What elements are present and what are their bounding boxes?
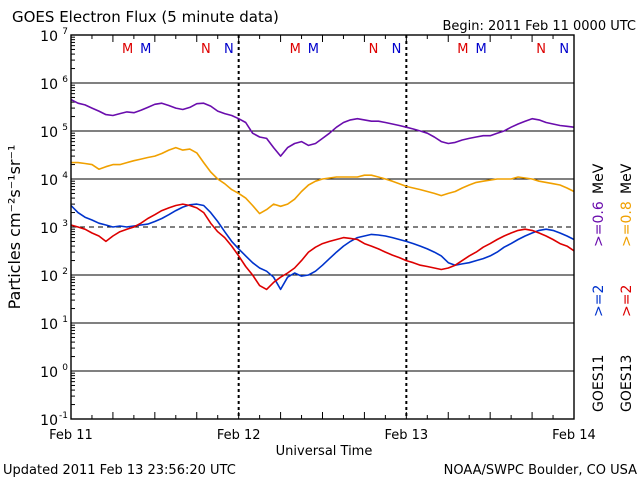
- y-tick-label-5: 10: [40, 269, 58, 285]
- y-tick-label-1: 10: [40, 77, 58, 93]
- x-axis-label: Universal Time: [276, 444, 373, 459]
- updated-timestamp: Updated 2011 Feb 13 23:56:20 UTC: [3, 463, 236, 478]
- marker-0: M: [122, 42, 133, 57]
- series-line-g11_2: [70, 203, 575, 291]
- marker-9: M: [475, 42, 486, 57]
- legend-goes11-e06: >=0.6: [591, 201, 607, 247]
- marker-6: N: [369, 42, 379, 57]
- marker-4: M: [290, 42, 301, 57]
- marker-10: N: [536, 42, 546, 57]
- chart-title: GOES Electron Flux (5 minute data): [12, 8, 279, 26]
- y-tick-exp-2: 5: [62, 123, 68, 133]
- x-tick-label-3: Feb 14: [552, 428, 596, 443]
- marker-11: N: [559, 42, 569, 57]
- y-tick-exp-3: 4: [62, 171, 68, 181]
- marker-2: N: [201, 42, 211, 57]
- legend-goes11-unit: MeV: [591, 163, 607, 194]
- y-tick-exp-8: -1: [59, 411, 68, 421]
- legend-goes13-unit: MeV: [619, 163, 635, 194]
- series-line-g13_2: [70, 203, 575, 291]
- y-tick-exp-1: 6: [62, 75, 68, 85]
- legend-goes13-e08: >=0.8: [619, 201, 635, 247]
- series-group: [70, 98, 575, 291]
- marker-8: M: [457, 42, 468, 57]
- x-tick-label-1: Feb 12: [217, 428, 261, 443]
- y-tick-exp-4: 3: [62, 219, 68, 229]
- series-line-g11_06: [70, 98, 575, 157]
- y-tick-exp-5: 2: [62, 267, 68, 277]
- y-tick-exp-0: 7: [62, 27, 68, 37]
- marker-7: N: [392, 42, 402, 57]
- legend-goes11-e2: >=2: [591, 285, 607, 317]
- y-tick-label-7: 10: [40, 365, 58, 381]
- credit-text: NOAA/SWPC Boulder, CO USA: [444, 463, 637, 478]
- grid-lines: [71, 34, 574, 420]
- legend-goes13-e2: >=2: [619, 285, 635, 317]
- x-tick-label-0: Feb 11: [49, 428, 93, 443]
- x-tick-label-2: Feb 13: [384, 428, 428, 443]
- day-boundary-lines: [70, 35, 575, 419]
- x-tick-labels: Feb 11 Feb 12 Feb 13 Feb 14: [49, 428, 596, 443]
- begin-label: Begin: 2011 Feb 11 0000 UTC: [442, 19, 636, 34]
- plot-frame: [70, 34, 575, 420]
- y-axis-label: Particles cm⁻²s⁻¹sr⁻¹: [5, 145, 24, 310]
- series-line-g13_08: [71, 146, 575, 215]
- y-tick-label-6: 10: [40, 317, 58, 333]
- marker-3: N: [224, 42, 234, 57]
- legend-goes13: GOES13 >=2 >=0.8 MeV: [619, 163, 635, 412]
- y-tick-label-2: 10: [40, 125, 58, 141]
- legend-goes11: GOES11 >=2 >=0.6 MeV: [591, 163, 607, 412]
- y-tick-label-0: 10: [40, 29, 58, 45]
- legend-goes13-sat: GOES13: [619, 355, 635, 412]
- marker-5: M: [308, 42, 319, 57]
- legend-goes11-sat: GOES11: [591, 355, 607, 412]
- y-tick-label-8: 10: [40, 413, 58, 429]
- y-tick-exp-7: 0: [62, 363, 68, 373]
- marker-1: M: [140, 42, 151, 57]
- y-tick-label-3: 10: [40, 173, 58, 189]
- y-tick-label-4: 10: [40, 221, 58, 237]
- y-tick-exp-6: 1: [62, 315, 68, 325]
